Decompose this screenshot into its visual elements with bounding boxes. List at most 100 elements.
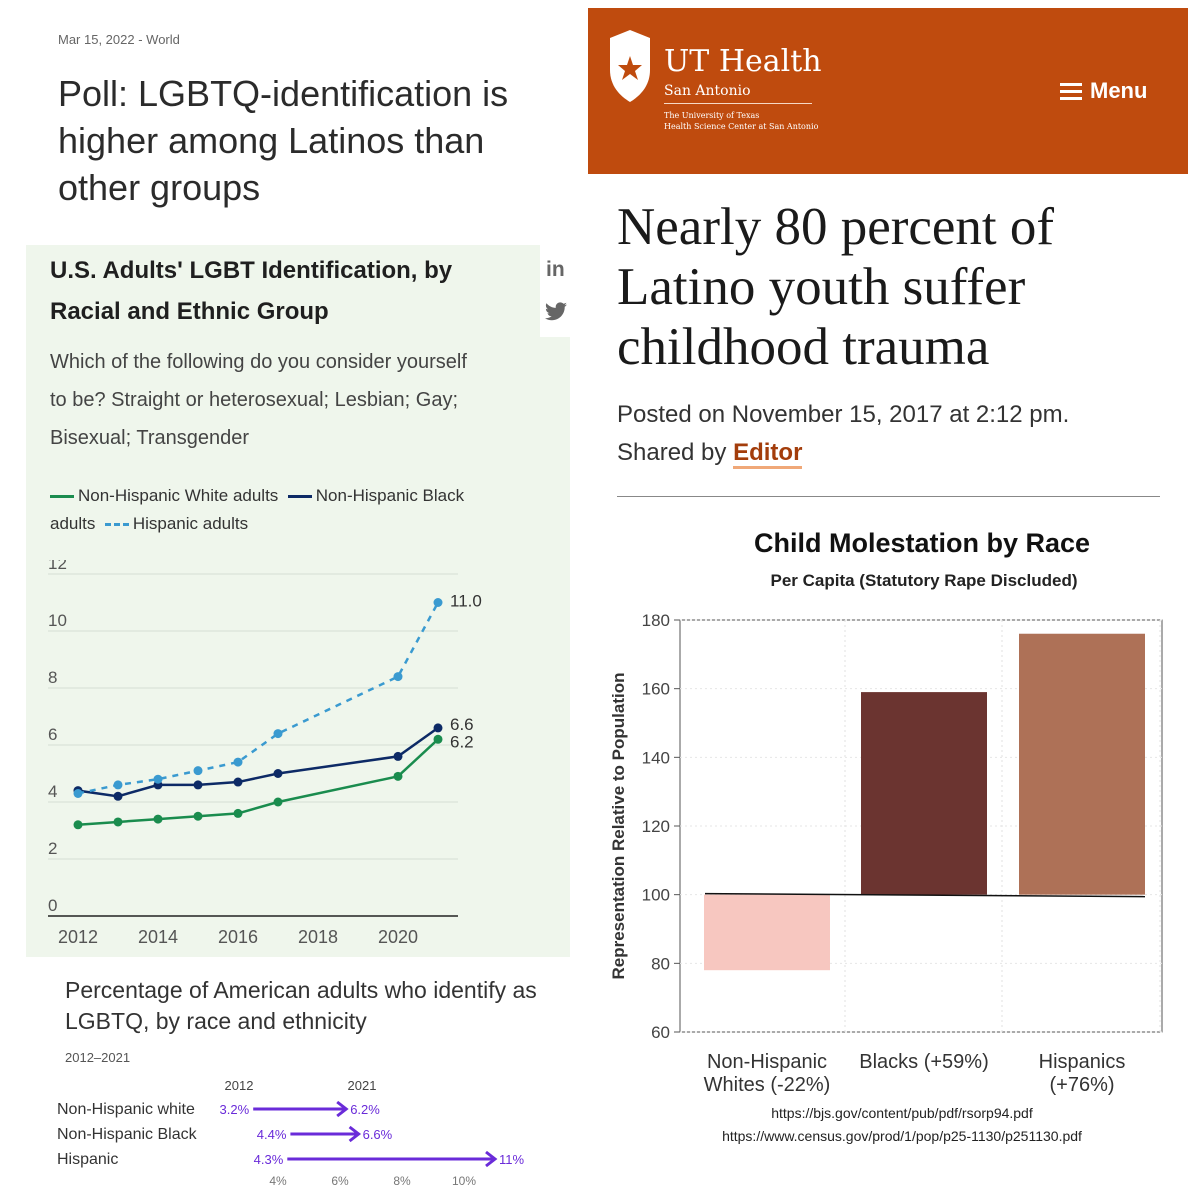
brand-title[interactable]: UT Health: [664, 44, 822, 79]
col-label-2021: 2021: [348, 1078, 377, 1093]
x-tick-label: 2016: [218, 927, 258, 947]
start-label: 4.3%: [254, 1152, 284, 1167]
y-tick-label: 160: [642, 680, 670, 699]
data-point: [273, 797, 283, 807]
twitter-icon[interactable]: [544, 302, 568, 322]
data-point: [153, 814, 163, 824]
category-label: (+76%): [1049, 1074, 1114, 1096]
legend-item-hispanic: Hispanic adults: [100, 514, 248, 533]
end-label: 11%: [499, 1152, 524, 1167]
menu-label: Menu: [1090, 78, 1148, 103]
category-label: Non-Hispanic: [707, 1051, 827, 1073]
data-point: [113, 791, 123, 801]
category-label: Whites (-22%): [704, 1074, 831, 1096]
data-point: [433, 734, 443, 744]
row-label: Hispanic: [57, 1151, 118, 1168]
x-tick-label: 2020: [378, 927, 418, 947]
data-point: [153, 774, 163, 784]
data-point: [273, 729, 283, 739]
row-label: Non-Hispanic white: [57, 1101, 195, 1118]
data-point: [273, 769, 283, 778]
dumbbell-arrow: [485, 1150, 498, 1168]
post-date: Posted on November 15, 2017 at 2:12 pm.: [617, 401, 1070, 428]
baseline-line: [704, 892, 1146, 898]
row-label: Non-Hispanic Black: [57, 1126, 198, 1143]
legend-item-black: Non-Hispanic Black adults: [50, 486, 465, 533]
line-chart: 0 2 4 6 8 10 12 2012 2014 2016 2018 2020 6.26.6 11.0: [48, 560, 482, 947]
share-bar: [540, 245, 572, 337]
ut-shield-icon[interactable]: [606, 26, 654, 104]
bar-chart-title: Child Molestation by Race: [754, 528, 1090, 558]
data-point: [193, 780, 203, 790]
chart-card: [26, 245, 570, 957]
dumbbell-chart: 2012 2021 Non-Hispanic white 3.2% 6.2% Non-Hi…: [57, 1078, 524, 1188]
chart-legend: Non-Hispanic White adults Non-Hispanic B…: [50, 482, 510, 538]
y-tick-label: 8: [48, 668, 57, 687]
source-link: https://bjs.gov/content/pub/pdf/rsorp94.…: [771, 1105, 1033, 1121]
post-info: Posted on November 15, 2017 at 2:12 pm. …: [617, 396, 1177, 472]
data-point: [393, 751, 403, 761]
end-label: 6.6: [450, 715, 474, 734]
source-link: https://www.census.gov/prod/1/pop/p25-11…: [722, 1128, 1082, 1144]
end-label: 11.0: [450, 592, 482, 611]
category-label: Hispanics: [1039, 1051, 1126, 1073]
bar: [861, 692, 987, 895]
x-tick-label: 2012: [58, 927, 98, 947]
end-label: 6.6%: [363, 1127, 393, 1142]
legend-item-white: Non-Hispanic White adults: [50, 486, 278, 505]
bar-chart: Child Molestation by Race Per Capita (Sta…: [609, 528, 1163, 1144]
dumbbell-title: Percentage of American adults who identi…: [65, 977, 537, 1034]
data-point: [393, 672, 403, 682]
data-point: [433, 598, 443, 607]
data-point: [73, 820, 83, 830]
y-tick-label: 120: [642, 817, 670, 836]
x-tick-label: 2018: [298, 927, 338, 947]
x-tick-label: 10%: [452, 1174, 476, 1188]
right-headline[interactable]: Nearly 80 percent of Latino youth suffer…: [617, 198, 1055, 376]
y-tick-label: 180: [642, 611, 670, 630]
dumbbell-arrow: [336, 1100, 349, 1118]
category-label: Blacks (+59%): [859, 1051, 989, 1073]
chart-question: Which of the following do you consider y…: [50, 351, 467, 449]
data-point: [113, 780, 123, 790]
x-tick-label: 8%: [393, 1174, 411, 1188]
start-label: 3.2%: [220, 1102, 250, 1117]
article-headline[interactable]: Poll: LGBTQ-identification is higher amo…: [58, 73, 509, 208]
chart-title: U.S. Adults' LGBT Identification, by Rac…: [50, 257, 453, 325]
bar: [704, 894, 830, 971]
data-point: [233, 777, 243, 787]
article-meta: Mar 15, 2022 - World: [58, 32, 180, 47]
y-tick-label: 0: [48, 896, 57, 915]
y-axis-label: Representation Relative to Population: [609, 673, 628, 980]
col-label-2012: 2012: [225, 1078, 254, 1093]
y-tick-label: 2: [48, 839, 57, 858]
shared-by: Shared by Editor: [617, 434, 1177, 472]
end-label: 6.2: [450, 732, 474, 751]
menu-button[interactable]: Menu: [1060, 78, 1147, 104]
data-point: [73, 788, 83, 798]
brand-institution: The University of Texas Health Science C…: [664, 111, 819, 131]
y-tick-label: 6: [48, 725, 57, 744]
y-tick-label: 60: [651, 1023, 670, 1042]
dumbbell-arrow: [348, 1125, 362, 1143]
series-line-1: [77, 726, 439, 798]
y-tick-label: 140: [642, 748, 670, 767]
brand-subtitle: San Antonio: [664, 83, 751, 99]
series-line-0: [77, 738, 439, 827]
divider: [617, 496, 1160, 497]
data-point: [233, 757, 243, 767]
bar: [1019, 633, 1145, 895]
y-tick-label: 10: [48, 611, 67, 630]
y-tick-label: 80: [651, 954, 670, 973]
hamburger-icon: [1060, 79, 1082, 104]
data-point: [193, 766, 203, 776]
linkedin-icon[interactable]: in: [546, 258, 565, 281]
x-tick-label: 2014: [138, 927, 178, 947]
x-tick-label: 4%: [269, 1174, 287, 1188]
author-link[interactable]: Editor: [733, 439, 803, 469]
site-header: [588, 8, 1188, 174]
brand-divider: [664, 103, 812, 104]
bar-chart-subtitle: Per Capita (Statutory Rape Discluded): [770, 571, 1077, 590]
end-label: 6.2%: [350, 1102, 380, 1117]
dumbbell-range: 2012–2021: [65, 1050, 131, 1065]
